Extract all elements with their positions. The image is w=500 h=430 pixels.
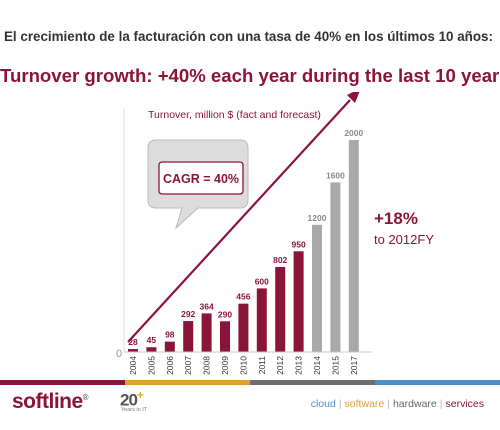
logo-name: softline [12,390,83,413]
separator: | [338,398,342,410]
labels-layer: 28 45 98 292 364 290 456 600 802 950 1200 1600 2000 [128,128,363,347]
value-label-2017: 2000 [344,128,363,138]
bar-2008 [201,313,212,352]
value-label-2011: 600 [255,276,269,286]
growth-arrow-head [347,92,360,103]
y-zero-label: 0 [116,348,122,360]
softline-logo: softline® [12,390,89,414]
x-tick-2015: 2015 [330,356,340,375]
bar-2011 [256,288,267,352]
service-services: services [445,398,484,410]
turnover-chart: 2004 2005 2006 2007 2008 2009 2010 2011 2012 2013… [116,92,434,375]
years-badge: 20+ Years in IT [120,388,148,413]
chart-title: Turnover, million $ (fact and forecast) [148,109,321,121]
years-subtitle: Years in IT [121,407,148,413]
value-label-2005: 45 [147,335,157,345]
x-tick-2010: 2010 [238,356,248,375]
bar-2007 [183,321,194,352]
value-label-2009: 290 [218,309,232,319]
separator: | [387,398,390,410]
bar-2010 [238,303,249,352]
value-label-2013: 950 [292,239,306,249]
value-label-2010: 456 [236,292,250,302]
x-tick-2005: 2005 [146,356,156,375]
bar-2015 [330,182,341,352]
ticks-layer: 2004 2005 2006 2007 2008 2009 2010 2011 2012 2013… [128,356,359,375]
x-tick-2017: 2017 [349,356,359,375]
x-tick-2012: 2012 [275,356,285,375]
bar-2005 [146,347,157,352]
footer-bar-segment [0,380,125,385]
service-software: software [344,398,385,410]
x-tick-2013: 2013 [294,356,304,375]
footer-bar-segment [375,380,500,385]
bar-2013 [293,251,304,352]
x-tick-2008: 2008 [202,356,212,375]
value-label-2008: 364 [200,301,214,311]
bar-2017 [348,140,359,352]
years-plus: + [136,388,144,402]
x-tick-2009: 2009 [220,356,230,375]
value-label-2007: 292 [181,309,195,319]
bar-2006 [164,341,175,352]
cagr-box [158,161,244,195]
years-number: 20 [120,390,138,410]
service-cloud: cloud [310,398,336,410]
separator: | [439,398,443,410]
bar-2004 [128,349,138,352]
value-label-2014: 1200 [308,213,327,223]
cagr-label: CAGR = 40% [163,172,239,186]
footer-bar-segment [125,380,250,385]
footer-bar-segment [250,380,375,385]
bars-layer [128,140,359,352]
x-tick-2007: 2007 [183,356,193,375]
growth-sub: to 2012FY [374,232,434,247]
growth-arrow-line [127,99,351,343]
top-caption: El crecimiento de la facturación con una… [4,29,493,44]
logo-registered-mark: ® [82,393,89,402]
bar-2009 [220,321,230,352]
growth-value: +18% [374,209,418,228]
value-label-2015: 1600 [326,170,345,180]
service-hardware: hardware [392,398,437,410]
services-list: cloud | software | hardware | services [311,398,484,410]
x-tick-2014: 2014 [312,356,322,375]
bar-2012 [275,266,286,352]
value-label-2004: 28 [128,337,138,347]
x-tick-2004: 2004 [128,356,138,375]
bar-2014 [312,224,322,352]
x-tick-2006: 2006 [165,356,175,375]
value-label-2012: 802 [273,255,287,265]
footer-color-bar [0,380,500,385]
headline: Turnover growth: +40% each year during t… [0,65,500,86]
x-tick-2011: 2011 [257,356,267,375]
value-label-2006: 98 [165,330,175,340]
